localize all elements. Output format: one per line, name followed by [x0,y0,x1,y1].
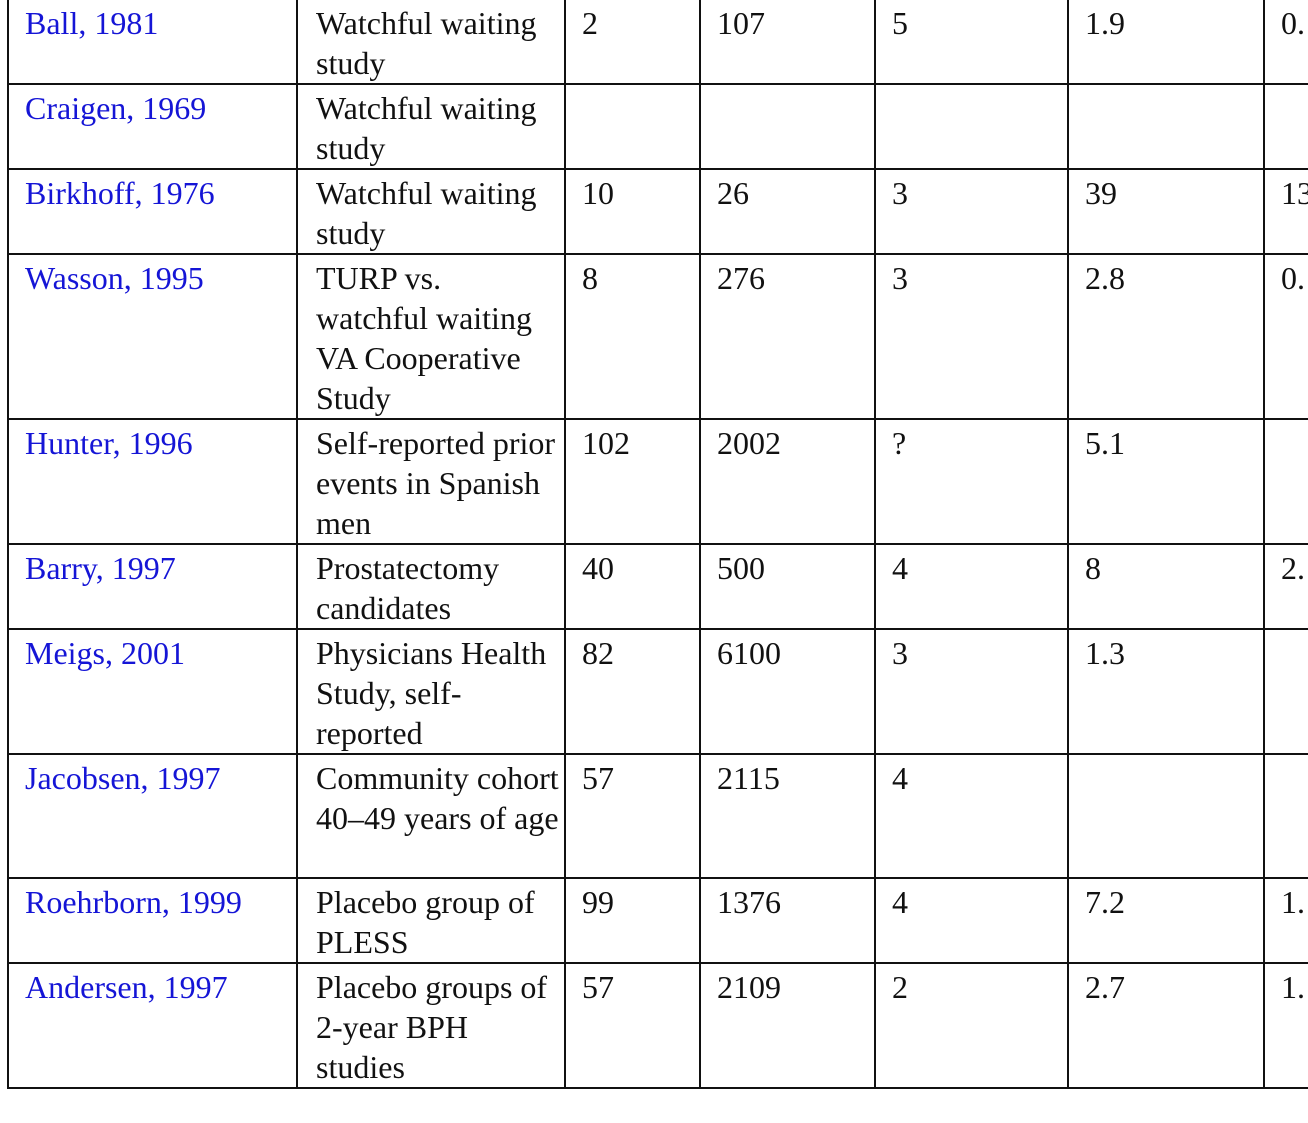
years-cell [874,83,1069,170]
description-cell: Prostatectomy candidates [296,543,566,630]
studies-table: Ball, 1981 Watchful waiting study 2 107 … [7,0,1308,1089]
rate-cell [1067,83,1265,170]
events-cell: 57 [564,753,701,879]
total-cell: 26 [699,168,876,255]
table-row: Andersen, 1997 Placebo groups of 2-year … [7,962,1308,1089]
years-cell: 3 [874,168,1069,255]
events-cell: 102 [564,418,701,545]
reference-cell[interactable]: Ball, 1981 [7,0,298,85]
last-column-cell: 1. [1263,962,1308,1089]
events-cell: 57 [564,962,701,1089]
reference-cell[interactable]: Jacobsen, 1997 [7,753,298,879]
reference-cell[interactable]: Barry, 1997 [7,543,298,630]
last-column-cell [1263,83,1308,170]
reference-cell[interactable]: Wasson, 1995 [7,253,298,420]
table-row: Birkhoff, 1976 Watchful waiting study 10… [7,168,1308,255]
years-cell: 4 [874,753,1069,879]
total-cell: 2109 [699,962,876,1089]
rate-cell: 2.7 [1067,962,1265,1089]
years-cell: 3 [874,253,1069,420]
description-cell: Placebo group of PLESS [296,877,566,964]
rate-cell: 5.1 [1067,418,1265,545]
table-row: Craigen, 1969 Watchful waiting study [7,83,1308,170]
last-column-cell [1263,753,1308,879]
description-cell: Watchful waiting study [296,168,566,255]
events-cell: 40 [564,543,701,630]
events-cell: 10 [564,168,701,255]
table-row: Barry, 1997 Prostatectomy candidates 40 … [7,543,1308,630]
events-cell: 8 [564,253,701,420]
table-row: Jacobsen, 1997 Community cohort 40–49 ye… [7,753,1308,879]
table-row: Hunter, 1996 Self-reported prior events … [7,418,1308,545]
description-cell: Physicians Health Study, self-reported [296,628,566,755]
description-cell: TURP vs. watchful waiting VA Cooperative… [296,253,566,420]
last-column-cell [1263,628,1308,755]
events-cell [564,83,701,170]
description-cell: Watchful waiting study [296,83,566,170]
total-cell: 276 [699,253,876,420]
rate-cell: 7.2 [1067,877,1265,964]
reference-cell[interactable]: Birkhoff, 1976 [7,168,298,255]
rate-cell: 8 [1067,543,1265,630]
reference-link[interactable]: Andersen, 1997 [25,969,228,1005]
years-cell: 4 [874,877,1069,964]
table-row: Meigs, 2001 Physicians Health Study, sel… [7,628,1308,755]
total-cell: 1376 [699,877,876,964]
reference-cell[interactable]: Andersen, 1997 [7,962,298,1089]
rate-cell: 1.3 [1067,628,1265,755]
reference-link[interactable]: Birkhoff, 1976 [25,175,215,211]
years-cell: 5 [874,0,1069,85]
description-cell: Placebo groups of 2-year BPH studies [296,962,566,1089]
years-cell: ? [874,418,1069,545]
reference-link[interactable]: Meigs, 2001 [25,635,185,671]
reference-link[interactable]: Roehrborn, 1999 [25,884,242,920]
events-cell: 82 [564,628,701,755]
rate-cell: 39 [1067,168,1265,255]
years-cell: 2 [874,962,1069,1089]
last-column-cell: 0. [1263,0,1308,85]
reference-cell[interactable]: Roehrborn, 1999 [7,877,298,964]
total-cell: 107 [699,0,876,85]
reference-link[interactable]: Ball, 1981 [25,5,159,41]
reference-cell[interactable]: Hunter, 1996 [7,418,298,545]
reference-link[interactable]: Hunter, 1996 [25,425,193,461]
reference-cell[interactable]: Meigs, 2001 [7,628,298,755]
total-cell: 2115 [699,753,876,879]
table-row: Wasson, 1995 TURP vs. watchful waiting V… [7,253,1308,420]
last-column-cell: 0. [1263,253,1308,420]
table-body: Ball, 1981 Watchful waiting study 2 107 … [7,0,1308,1089]
last-column-cell: 13 [1263,168,1308,255]
events-cell: 2 [564,0,701,85]
table-row: Ball, 1981 Watchful waiting study 2 107 … [7,0,1308,85]
reference-link[interactable]: Craigen, 1969 [25,90,207,126]
description-cell: Community cohort 40–49 years of age [296,753,566,879]
last-column-cell: 2. [1263,543,1308,630]
events-cell: 99 [564,877,701,964]
last-column-cell: 1. [1263,877,1308,964]
description-cell: Watchful waiting study [296,0,566,85]
total-cell [699,83,876,170]
rate-cell: 1.9 [1067,0,1265,85]
reference-link[interactable]: Barry, 1997 [25,550,176,586]
years-cell: 4 [874,543,1069,630]
rate-cell [1067,753,1265,879]
reference-link[interactable]: Jacobsen, 1997 [25,760,221,796]
last-column-cell [1263,418,1308,545]
rate-cell: 2.8 [1067,253,1265,420]
description-cell: Self-reported prior events in Spanish me… [296,418,566,545]
total-cell: 500 [699,543,876,630]
total-cell: 6100 [699,628,876,755]
table-row: Roehrborn, 1999 Placebo group of PLESS 9… [7,877,1308,964]
total-cell: 2002 [699,418,876,545]
reference-cell[interactable]: Craigen, 1969 [7,83,298,170]
reference-link[interactable]: Wasson, 1995 [25,260,204,296]
years-cell: 3 [874,628,1069,755]
